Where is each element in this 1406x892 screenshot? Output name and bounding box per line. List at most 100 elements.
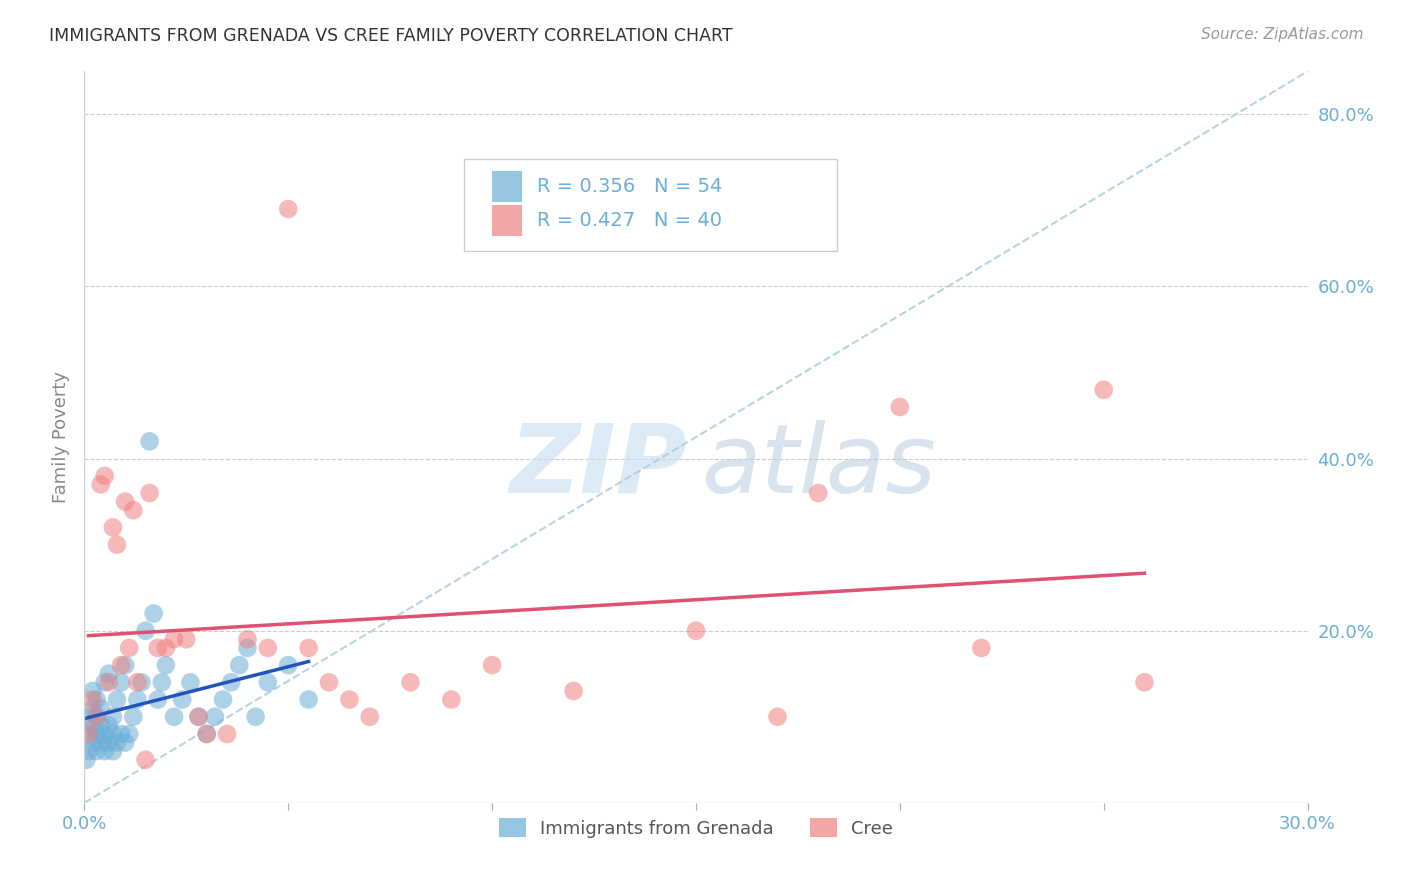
- Point: [82, 692, 104, 706]
- Point: [114, 494, 136, 508]
- Point: [118, 727, 141, 741]
- Point: [105, 538, 128, 552]
- Point: [150, 675, 173, 690]
- Point: [174, 632, 197, 647]
- Text: R = 0.356   N = 54: R = 0.356 N = 54: [537, 177, 723, 195]
- Point: [110, 675, 132, 690]
- Point: [217, 727, 239, 741]
- Point: [97, 735, 120, 749]
- Point: [195, 727, 218, 741]
- Point: [138, 486, 160, 500]
- Point: [298, 692, 321, 706]
- Point: [179, 675, 201, 690]
- Point: [172, 692, 194, 706]
- Y-axis label: Family Poverty: Family Poverty: [52, 371, 70, 503]
- Point: [97, 675, 120, 690]
- Point: [110, 658, 132, 673]
- Point: [105, 735, 128, 749]
- Point: [90, 477, 112, 491]
- Point: [236, 640, 259, 655]
- Point: [114, 658, 136, 673]
- Point: [90, 735, 112, 749]
- Point: [90, 701, 112, 715]
- Point: [807, 486, 830, 500]
- Point: [93, 744, 115, 758]
- Point: [399, 675, 422, 690]
- Point: [105, 692, 128, 706]
- Point: [245, 710, 267, 724]
- Point: [90, 718, 112, 732]
- Point: [277, 658, 299, 673]
- FancyBboxPatch shape: [464, 159, 837, 251]
- Point: [101, 520, 124, 534]
- Point: [93, 675, 115, 690]
- Point: [685, 624, 707, 638]
- Point: [481, 658, 503, 673]
- Point: [298, 640, 321, 655]
- Point: [155, 658, 177, 673]
- Point: [82, 735, 104, 749]
- Point: [219, 675, 242, 690]
- Point: [101, 744, 124, 758]
- Point: [86, 710, 108, 724]
- Point: [440, 692, 463, 706]
- Point: [889, 400, 911, 414]
- Point: [101, 710, 124, 724]
- Point: [146, 640, 169, 655]
- Point: [77, 710, 100, 724]
- Point: [122, 503, 145, 517]
- Point: [93, 727, 115, 741]
- Point: [228, 658, 250, 673]
- Point: [86, 692, 108, 706]
- Point: [97, 718, 120, 732]
- Point: [204, 710, 226, 724]
- Point: [339, 692, 361, 706]
- Point: [127, 692, 149, 706]
- Point: [257, 640, 280, 655]
- Text: IMMIGRANTS FROM GRENADA VS CREE FAMILY POVERTY CORRELATION CHART: IMMIGRANTS FROM GRENADA VS CREE FAMILY P…: [49, 27, 733, 45]
- Point: [101, 727, 124, 741]
- Point: [359, 710, 381, 724]
- Point: [212, 692, 235, 706]
- Text: ZIP: ZIP: [509, 420, 688, 513]
- Point: [77, 727, 100, 741]
- Point: [195, 727, 218, 741]
- Point: [135, 624, 157, 638]
- Point: [131, 675, 153, 690]
- Text: atlas: atlas: [700, 420, 936, 513]
- Point: [236, 632, 259, 647]
- Point: [75, 753, 97, 767]
- Point: [187, 710, 209, 724]
- Point: [163, 710, 186, 724]
- Point: [127, 675, 149, 690]
- Point: [86, 710, 108, 724]
- Point: [93, 468, 115, 483]
- Point: [122, 710, 145, 724]
- Point: [970, 640, 993, 655]
- Bar: [492, 205, 522, 235]
- Point: [86, 727, 108, 741]
- Point: [277, 202, 299, 216]
- Point: [155, 640, 177, 655]
- Point: [257, 675, 280, 690]
- Point: [1133, 675, 1156, 690]
- Point: [97, 666, 120, 681]
- Point: [163, 632, 186, 647]
- Point: [82, 701, 104, 715]
- Point: [318, 675, 340, 690]
- Point: [118, 640, 141, 655]
- Point: [82, 718, 104, 732]
- Point: [766, 710, 789, 724]
- Text: Source: ZipAtlas.com: Source: ZipAtlas.com: [1201, 27, 1364, 42]
- Point: [82, 684, 104, 698]
- Point: [110, 727, 132, 741]
- Bar: [492, 171, 522, 202]
- Point: [135, 753, 157, 767]
- Point: [562, 684, 585, 698]
- Point: [138, 434, 160, 449]
- Point: [77, 727, 100, 741]
- Point: [142, 607, 165, 621]
- Point: [1092, 383, 1115, 397]
- Point: [86, 744, 108, 758]
- Legend: Immigrants from Grenada, Cree: Immigrants from Grenada, Cree: [492, 811, 900, 845]
